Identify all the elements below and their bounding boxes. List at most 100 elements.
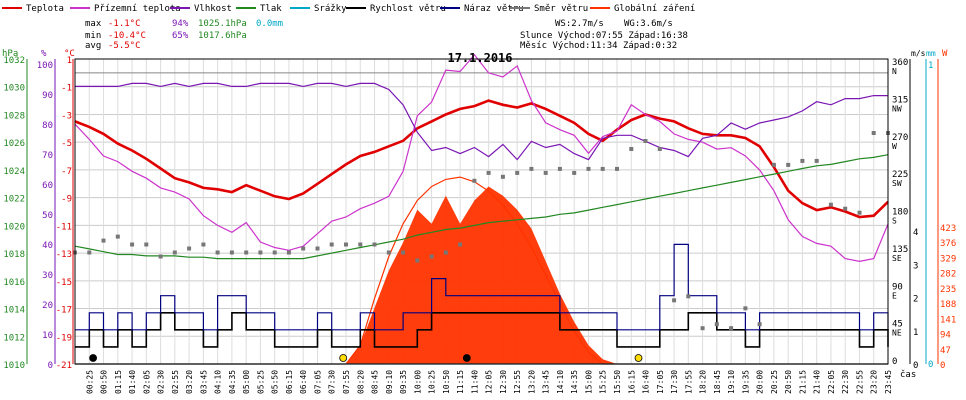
- stats-min-temp: -10.4°C: [108, 31, 146, 41]
- x-tick-label: 00:25: [85, 370, 94, 394]
- wind-direction-compass-label: NW: [892, 104, 902, 113]
- radiation-tick-label: 188: [940, 300, 956, 310]
- temp-tick-label: -5: [61, 139, 72, 149]
- temp-tick-label: -11: [56, 222, 72, 232]
- humidity-tick-label: 0: [48, 361, 53, 371]
- wind-direction-point: [415, 258, 420, 263]
- radiation-fill: [75, 186, 888, 364]
- temp-tick-label: -3: [61, 111, 72, 121]
- ms-tick-label: 1: [913, 328, 918, 338]
- wind-direction-compass-label: S: [892, 217, 897, 226]
- x-tick-label: 15:00: [584, 370, 593, 394]
- wind-direction-point: [372, 242, 377, 247]
- x-axis-label: čas: [900, 369, 916, 380]
- x-tick-label: 21:40: [813, 370, 822, 394]
- wind-direction-point: [828, 202, 833, 207]
- wind-direction-compass-label: E: [892, 291, 897, 300]
- wind-direction-point: [301, 246, 306, 251]
- humidity-tick-label: 10: [42, 331, 53, 341]
- radiation-tick-label: 235: [940, 285, 956, 295]
- stats-min-press: 1017.6hPa: [198, 31, 247, 41]
- x-tick-label: 16:40: [642, 370, 651, 394]
- mm-tick-label: 0: [928, 360, 933, 370]
- hpa-tick-label: 1026: [3, 139, 25, 149]
- x-tick-label: 01:15: [114, 370, 123, 394]
- x-tick-label: 19:35: [741, 370, 750, 394]
- wind-direction-point: [429, 254, 434, 259]
- stats-max-temp: -1.1°C: [108, 19, 141, 29]
- stats-max-hum: 94%: [172, 19, 189, 29]
- humidity-tick-label: 20: [42, 301, 53, 311]
- x-tick-label: 22:55: [855, 370, 864, 394]
- info-moon: Měsíc Východ:11:34 Západ:0:32: [520, 41, 677, 51]
- ms-tick-label: 2: [913, 295, 918, 305]
- info-ws: WS:2.7m/s: [555, 19, 604, 29]
- hpa-tick-label: 1018: [3, 250, 25, 260]
- humidity-tick-label: 80: [42, 121, 53, 131]
- wind-direction-point: [600, 166, 605, 171]
- sunrise-marker: [339, 354, 348, 362]
- x-tick-label: 13:20: [527, 370, 536, 394]
- wind-direction-point: [187, 246, 192, 251]
- x-tick-label: 22:05: [827, 370, 836, 394]
- hpa-axis-label: hPa: [2, 49, 18, 59]
- ms-tick-label: 3: [913, 261, 918, 271]
- wind-direction-point: [543, 170, 548, 175]
- chart-title: 17.1.2016: [447, 51, 512, 65]
- x-tick-label: 07:55: [342, 370, 351, 394]
- wind-direction-tick-label: 135: [892, 245, 908, 255]
- radiation-tick-label: 47: [940, 346, 951, 356]
- wind-speed-line: [75, 312, 889, 348]
- wind-direction-point: [629, 147, 634, 151]
- stats-avg-label: avg: [85, 41, 101, 51]
- humidity-tick-label: 90: [42, 91, 53, 101]
- x-tick-label: 14:10: [556, 370, 565, 394]
- legend-label: Teplota: [26, 4, 64, 14]
- x-tick-label: 22:30: [841, 370, 850, 394]
- x-tick-label: 09:10: [385, 370, 394, 394]
- wind-direction-tick-label: 270: [892, 133, 908, 143]
- x-tick-label: 15:25: [599, 370, 608, 394]
- wind-direction-point: [657, 147, 662, 151]
- wind-direction-point: [486, 170, 491, 175]
- wind-direction-point: [714, 322, 719, 327]
- wind-direction-point: [700, 326, 705, 331]
- x-tick-label: 20:00: [756, 370, 765, 394]
- temp-tick-label: -9: [61, 195, 72, 205]
- humidity-axis-label: %: [41, 49, 47, 59]
- wind-direction-point: [643, 139, 648, 143]
- wind-direction-point: [215, 250, 220, 255]
- x-tick-label: 11:15: [456, 370, 465, 394]
- hpa-tick-label: 1012: [3, 333, 25, 343]
- x-tick-label: 13:45: [542, 370, 551, 394]
- wind-direction-tick-label: 45: [892, 320, 903, 330]
- wind-direction-point: [771, 162, 776, 167]
- wind-direction-point: [286, 250, 291, 255]
- series-lines: [73, 53, 890, 365]
- stats-max-rain: 0.0mm: [256, 19, 283, 29]
- radiation-tick-label: 329: [940, 254, 956, 264]
- temp-tick-label: -7: [61, 167, 72, 177]
- humidity-tick-label: 30: [42, 271, 53, 281]
- x-tick-label: 07:30: [328, 370, 337, 394]
- temp-tick-label: -13: [56, 250, 72, 260]
- x-tick-label: 01:40: [128, 370, 137, 394]
- x-tick-label: 18:20: [699, 370, 708, 394]
- wind-direction-point: [672, 298, 677, 303]
- legend: Teplota Přízemní teplota Vlhkost Tlak Srážky…: [2, 4, 695, 14]
- humidity-line: [75, 82, 888, 161]
- wind-direction-point: [401, 250, 406, 255]
- x-tick-label: 12:05: [485, 370, 494, 394]
- wind-direction-point: [857, 210, 862, 215]
- radiation-axis-label: W: [942, 49, 948, 59]
- radiation-tick-label: 94: [940, 331, 951, 341]
- wind-direction-point: [386, 250, 391, 255]
- temp-axis-label: °C: [64, 49, 75, 59]
- wind-direction-tick-label: 180: [892, 208, 908, 218]
- wind-direction-point: [786, 162, 791, 167]
- legend-label: Přízemní teplota: [94, 4, 181, 14]
- x-tick-label: 07:05: [313, 370, 322, 394]
- x-tick-label: 17:05: [656, 370, 665, 394]
